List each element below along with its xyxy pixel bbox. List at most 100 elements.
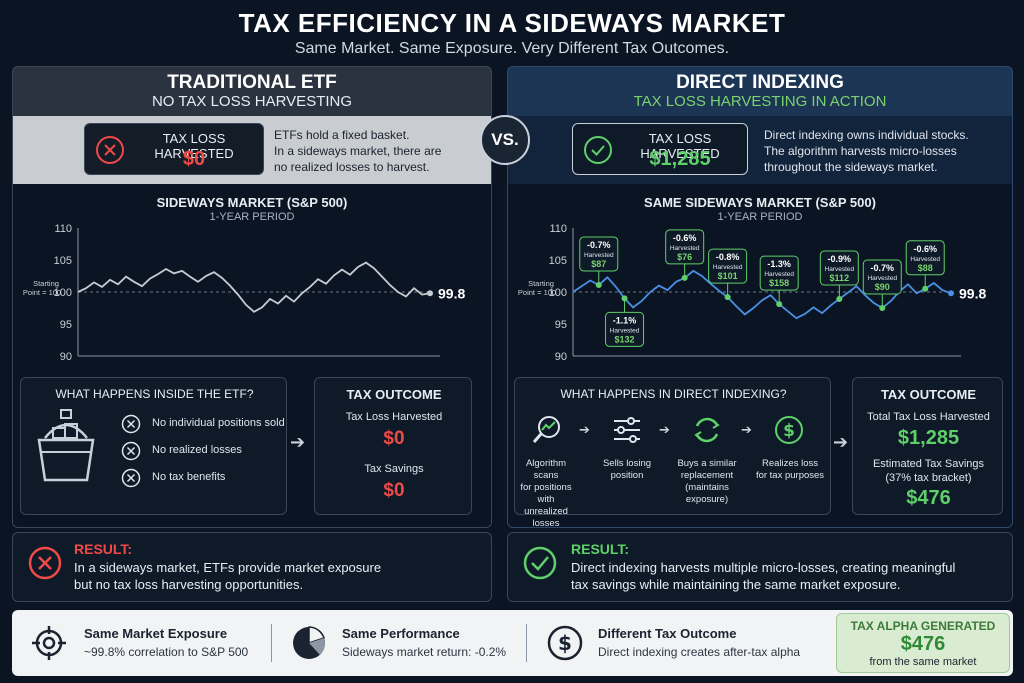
arrow-right-icon: ➔	[659, 422, 670, 437]
harvest-text: Harvested	[867, 275, 897, 282]
etf-title: TRADITIONAL ETF	[167, 72, 337, 93]
harvest-annotation	[708, 248, 748, 284]
right-header-bg	[507, 66, 1013, 116]
harvest-pct: -0.7%	[587, 240, 611, 250]
di-harvest-label: TAX LOSS HARVESTED	[640, 131, 720, 161]
harvest-text: Harvested	[764, 271, 794, 278]
x-icon	[121, 414, 141, 434]
harvest-text: Harvested	[584, 252, 614, 259]
harvest-pct: -0.6%	[673, 233, 697, 243]
di-result-box: RESULT: Direct indexing harvests multipl…	[507, 532, 1013, 602]
harvest-annotation	[819, 250, 859, 286]
di-outcome-harvested: $1,285	[897, 427, 960, 449]
check-circle-icon	[584, 136, 612, 164]
harvest-pct: -0.7%	[871, 263, 895, 273]
harvest-point	[836, 296, 843, 303]
di-step: Buys a similar replacement (maintains expos…	[677, 458, 737, 505]
etf-inside-item: No realized losses	[152, 444, 242, 456]
y-tick-label: 90	[555, 351, 567, 363]
etf-result-text: In a sideways market, ETFs provide marke…	[74, 560, 382, 592]
etf-harvest-box: TAX LOSS HARVESTED $0	[84, 123, 264, 175]
footer-item-sub: ~99.8% correlation to S&P 500	[84, 645, 249, 659]
di-outcome-bracket: (37% tax bracket)	[885, 472, 972, 484]
series-line	[77, 261, 431, 313]
end-point	[948, 290, 954, 297]
etf-chart-period: 1-YEAR PERIOD	[209, 211, 295, 223]
x-icon	[121, 441, 141, 461]
arrow-right-icon: ➔	[579, 422, 590, 437]
di-tax-outcome: TAX OUTCOME Total Tax Loss Harvested $1,…	[852, 377, 1003, 515]
di-inside-panel: WHAT HAPPENS IN DIRECT INDEXING? Algorit…	[514, 377, 831, 529]
alpha-sub: from the same market	[869, 656, 977, 668]
etf-subtitle: NO TAX LOSS HARVESTING	[151, 93, 353, 110]
etf-chart-title: SIDEWAYS MARKET (S&P 500)	[156, 195, 348, 210]
tax-alpha-box: TAX ALPHA GENERATED $476 from the same m…	[836, 613, 1010, 673]
target-icon	[32, 626, 66, 660]
pie-chart-icon	[293, 626, 325, 659]
etf-outcome-title: TAX OUTCOME	[346, 387, 442, 402]
footer-item-title: Same Performance	[342, 626, 460, 641]
footer-item-title: Same Market Exposure	[84, 626, 228, 641]
etf-outcome-savings: $0	[383, 480, 405, 501]
harvest-point	[621, 295, 628, 302]
di-chart-period: 1-YEAR PERIOD	[717, 211, 803, 223]
harvest-text: Harvested	[610, 327, 640, 334]
harvest-amount: $101	[718, 271, 738, 281]
harvest-annotation	[579, 236, 619, 272]
harvest-point	[879, 305, 886, 311]
di-outcome-savings: $476	[906, 487, 951, 509]
etf-description: ETFs hold a fixed basket. In a sideways m…	[274, 128, 442, 174]
y-tick-label: 95	[60, 319, 72, 331]
harvest-point	[776, 301, 783, 308]
y-tick-label: 95	[555, 319, 567, 331]
harvest-annotation	[665, 229, 705, 265]
etf-result-title: RESULT:	[74, 541, 133, 557]
di-inside-title: WHAT HAPPENS IN DIRECT INDEXING?	[560, 387, 787, 401]
harvest-pct: -1.1%	[613, 315, 637, 325]
harvest-text: Harvested	[910, 256, 940, 263]
di-outcome-label: Total Tax Loss Harvested	[867, 411, 990, 423]
dollar-circle-icon: $	[547, 625, 583, 661]
harvest-annotation	[905, 240, 945, 276]
x-circle-icon	[96, 136, 124, 164]
check-circle-icon	[523, 546, 557, 580]
di-step: Sells losing position	[602, 458, 652, 481]
di-line-chart: 110 105 100 95 90 Starting Point = 100 99.8 -0.7…	[518, 223, 987, 363]
etf-result-box: RESULT: In a sideways market, ETFs provi…	[12, 532, 492, 602]
harvest-point	[681, 274, 688, 281]
y-tick-label: 90	[60, 351, 72, 363]
harvest-point	[922, 285, 929, 292]
harvest-pct: -0.9%	[828, 254, 852, 264]
y-tick-label: 105	[549, 255, 567, 267]
harvest-annotation	[862, 259, 902, 295]
footer-item-sub: Direct indexing creates after-tax alpha	[598, 645, 801, 659]
di-harvest-box: TAX LOSS HARVESTED $1,285	[572, 123, 748, 175]
di-description: Direct indexing owns individual stocks. T…	[764, 128, 969, 174]
di-step: Realizes loss for tax purposes	[755, 458, 825, 481]
x-icon	[121, 468, 141, 488]
x-circle-icon	[28, 546, 62, 580]
etf-inside-title: WHAT HAPPENS INSIDE THE ETF?	[55, 387, 254, 401]
end-value-label: 99.8	[438, 285, 465, 301]
svg-text:$: $	[783, 421, 795, 441]
end-point	[427, 290, 433, 297]
di-title: DIRECT INDEXING	[676, 72, 844, 93]
vs-badge: VS.	[480, 115, 530, 165]
footer-divider	[526, 624, 527, 662]
harvest-pct: -0.8%	[716, 252, 740, 262]
footer-item-title: Different Tax Outcome	[598, 626, 737, 641]
sliders-icon	[614, 417, 640, 443]
di-chart-title: SAME SIDEWAYS MARKET (S&P 500)	[644, 195, 876, 210]
end-value-label: 99.8	[959, 285, 986, 301]
harvest-amount: $90	[875, 282, 890, 292]
harvest-point	[595, 281, 602, 288]
baseline-label: Starting Point = 100	[23, 279, 61, 297]
page-subtitle: Same Market. Same Exposure. Very Differe…	[294, 40, 730, 57]
arrow-right-icon: ➔	[833, 432, 849, 452]
harvest-annotation	[605, 311, 645, 347]
footer-divider	[271, 624, 272, 662]
y-tick-label: 105	[54, 255, 72, 267]
di-outcome-label: Estimated Tax Savings	[872, 458, 985, 470]
y-tick-label: 110	[54, 223, 72, 235]
harvest-text: Harvested	[670, 245, 700, 252]
